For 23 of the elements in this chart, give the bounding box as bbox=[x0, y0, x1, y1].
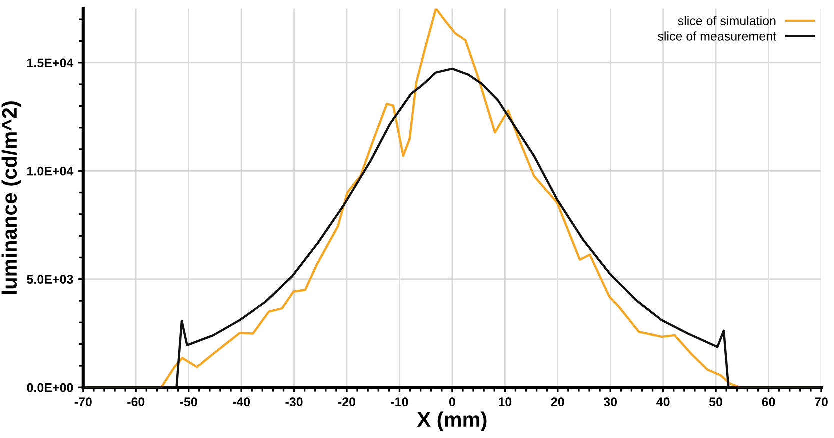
y-tick-label: 1.5E+04 bbox=[28, 58, 74, 68]
y-tick-label: 5.0E+03 bbox=[27, 275, 74, 284]
x-tick-label: 10 bbox=[499, 398, 512, 407]
x-tick-label: 30 bbox=[604, 398, 618, 407]
x-tick-label: -10 bbox=[391, 398, 408, 407]
x-tick-label: -50 bbox=[180, 398, 198, 407]
legend-label: slice of simulation bbox=[678, 16, 776, 26]
x-tick-label: 40 bbox=[656, 398, 670, 407]
x-tick-label: -20 bbox=[338, 398, 356, 407]
y-tick-label: 1.0E+04 bbox=[28, 166, 74, 176]
x-axis-title: X (mm) bbox=[417, 412, 487, 432]
legend-label: slice of measurement bbox=[658, 32, 776, 41]
y-axis-title: luminance (cd/m^2) bbox=[2, 102, 22, 294]
x-tick-label: 50 bbox=[709, 398, 722, 407]
x-tick-label: -40 bbox=[233, 398, 250, 407]
x-tick-label: 0 bbox=[449, 398, 456, 407]
x-tick-label: -70 bbox=[74, 398, 92, 407]
x-tick-label: 20 bbox=[551, 398, 564, 407]
y-tick-label: 0.0E+00 bbox=[27, 383, 74, 392]
x-tick-label: -60 bbox=[128, 398, 145, 407]
x-tick-label: 60 bbox=[762, 398, 776, 407]
x-tick-label: -30 bbox=[286, 398, 303, 407]
x-tick-label: 70 bbox=[815, 398, 828, 407]
